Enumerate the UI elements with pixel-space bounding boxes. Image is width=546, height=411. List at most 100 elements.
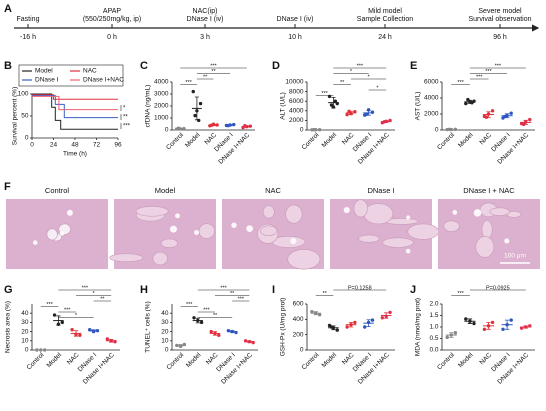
tissue-region — [358, 234, 380, 243]
y-tick-label: 0 — [25, 135, 29, 142]
significance-label: *** — [46, 302, 53, 308]
y-tick-label: 4000 — [154, 79, 169, 86]
y-axis-label: cfDNA (ng/mL) — [145, 85, 152, 128]
x-tick-label: Model — [457, 351, 475, 369]
data-point — [70, 328, 74, 332]
significance-label: ** — [211, 69, 216, 75]
y-tick-label: 1.5 — [429, 312, 438, 319]
y-tick-label: 20 — [161, 328, 169, 335]
legend-label: DNase I — [35, 77, 59, 84]
tissue-region — [260, 225, 278, 236]
data-point — [370, 318, 375, 322]
data-point — [345, 112, 349, 117]
data-point — [197, 118, 201, 123]
x-tick-label: Control — [436, 131, 456, 151]
y-tick-label: 400 — [293, 316, 304, 323]
tissue-region — [475, 236, 495, 258]
data-point — [482, 327, 487, 331]
x-tick-label: 96 — [114, 142, 122, 149]
image-title: DNase I — [367, 186, 394, 195]
y-axis-label: TUNEL⁺ cells (%) — [145, 301, 152, 352]
x-tick-label: 24 — [50, 142, 58, 149]
x-tick-label: Model — [457, 131, 475, 149]
y-tick-label: 0 — [300, 347, 304, 354]
panel-label: F — [4, 181, 11, 193]
y-tick-label: 2000 — [289, 117, 304, 124]
y-tick-label: 2000 — [154, 103, 169, 110]
x-tick-label: Control — [26, 351, 46, 371]
significance-label: * — [75, 313, 78, 319]
error-bar — [178, 127, 183, 130]
event-label: DNase I (iv) — [187, 16, 224, 23]
vessel — [452, 210, 458, 215]
x-tick-label: DNase I+NAC — [220, 351, 254, 385]
survival-line — [32, 95, 118, 119]
data-point — [353, 320, 357, 325]
y-tick-label: 20 — [21, 328, 29, 335]
y-tick-label: 0 — [300, 127, 304, 134]
event-label: Fasting — [17, 16, 40, 23]
data-point — [528, 117, 532, 122]
error-bar — [504, 319, 510, 330]
y-tick-label: 6000 — [289, 98, 304, 105]
x-tick-label: NAC — [478, 131, 493, 146]
significance-label: P=0.1258 — [348, 285, 372, 291]
panel-label: A — [4, 3, 12, 15]
data-point — [232, 122, 236, 127]
error-bar — [523, 325, 528, 329]
image-title: DNase I + NAC — [463, 186, 515, 195]
tissue-region — [152, 251, 168, 266]
tissue-region — [363, 203, 394, 225]
data-point — [78, 333, 82, 337]
x-tick-label: NAC — [341, 351, 356, 366]
error-bar — [212, 331, 218, 336]
data-point — [217, 333, 221, 337]
vessel — [169, 225, 177, 233]
error-bar — [178, 344, 183, 347]
scale-bar-label: 100 μm — [504, 253, 526, 260]
data-point — [333, 99, 338, 103]
y-tick-label: 2.0 — [429, 301, 438, 308]
y-tick-label: 0.0 — [429, 347, 438, 354]
vessel — [343, 206, 350, 214]
tissue-region — [287, 249, 321, 270]
error-bar — [504, 113, 510, 119]
y-tick-label: 200 — [293, 331, 304, 338]
tissue-region — [198, 223, 215, 239]
y-tick-label: 0 — [165, 127, 169, 134]
error-bar — [244, 125, 249, 128]
significance-label: *** — [476, 74, 483, 80]
data-point — [464, 101, 468, 106]
y-tick-label: 40 — [21, 310, 29, 317]
data-point — [191, 89, 195, 94]
data-point — [370, 110, 375, 114]
x-tick-label: NAC — [341, 131, 356, 146]
y-axis-label: GSH-Px (U/mg prot) — [280, 298, 287, 357]
vessel — [405, 248, 411, 254]
significance-label: ** — [213, 313, 218, 319]
error-bar — [228, 124, 233, 127]
error-bar — [384, 312, 389, 319]
vessel — [290, 237, 297, 245]
significance-label: * — [123, 106, 126, 112]
error-bar — [331, 96, 336, 109]
significance-label: ** — [123, 115, 128, 121]
x-tick-label: Control — [301, 131, 321, 151]
event-label: Survival observation — [468, 16, 531, 23]
y-axis-label: MDA (nmol/mg prot) — [415, 298, 422, 356]
data-point — [105, 337, 110, 341]
y-tick-label: 1.0 — [429, 324, 438, 331]
significance-label: ** — [340, 80, 345, 86]
data-point — [445, 335, 449, 340]
tissue-region — [489, 207, 510, 216]
y-tick-label: 100 — [18, 91, 29, 98]
x-tick-label: Control — [436, 351, 456, 371]
data-point — [335, 328, 339, 332]
tissue-region — [481, 220, 493, 239]
data-point — [509, 318, 513, 322]
y-axis-label: AST (U/L) — [415, 92, 422, 121]
significance-label: *** — [238, 296, 245, 302]
data-point — [472, 321, 476, 326]
significance-label: *** — [457, 80, 464, 86]
y-tick-label: 30 — [161, 319, 169, 326]
